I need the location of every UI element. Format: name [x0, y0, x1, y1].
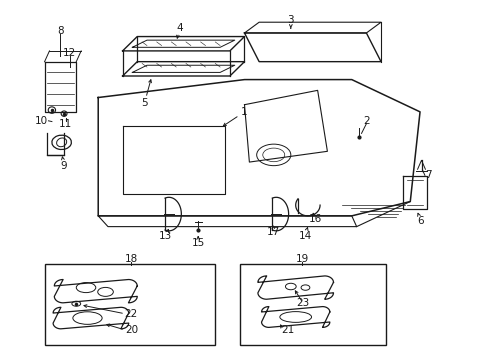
Text: 16: 16: [308, 214, 321, 224]
Text: 3: 3: [287, 15, 294, 26]
Text: 10: 10: [35, 116, 48, 126]
Text: 13: 13: [159, 231, 172, 240]
Text: 19: 19: [295, 254, 308, 264]
Text: 1: 1: [241, 107, 247, 117]
Text: 17: 17: [266, 227, 280, 237]
Text: 8: 8: [57, 26, 63, 36]
Text: 21: 21: [280, 325, 293, 335]
Text: 2: 2: [363, 116, 369, 126]
Bar: [44, 264, 215, 345]
Text: 5: 5: [141, 98, 147, 108]
Bar: [239, 264, 385, 345]
Text: 9: 9: [61, 161, 67, 171]
Text: 7: 7: [425, 170, 431, 180]
Text: 23: 23: [296, 298, 309, 308]
Text: 14: 14: [298, 231, 311, 240]
Text: 6: 6: [417, 216, 424, 226]
Text: 11: 11: [59, 120, 72, 129]
Text: 15: 15: [191, 238, 204, 248]
Text: 20: 20: [124, 325, 138, 335]
Text: 12: 12: [63, 48, 77, 58]
Text: 22: 22: [124, 309, 138, 319]
Text: 4: 4: [177, 23, 183, 33]
Text: 18: 18: [124, 254, 138, 264]
